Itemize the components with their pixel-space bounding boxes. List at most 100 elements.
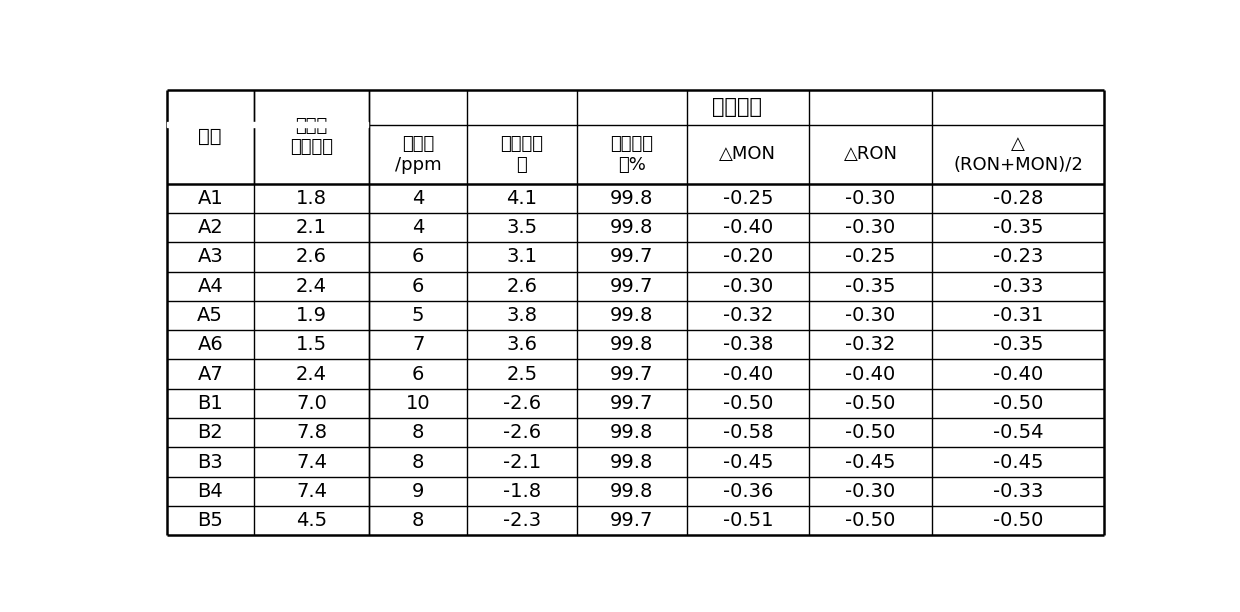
- Text: 2.1: 2.1: [296, 218, 327, 237]
- Text: -0.30: -0.30: [846, 189, 895, 208]
- Text: 99.8: 99.8: [610, 335, 653, 354]
- Text: 3.8: 3.8: [506, 306, 537, 325]
- Text: 99.8: 99.8: [610, 218, 653, 237]
- Text: 6: 6: [412, 277, 424, 296]
- Text: -0.50: -0.50: [846, 394, 895, 413]
- Text: 8: 8: [412, 452, 424, 471]
- Text: 5: 5: [412, 306, 424, 325]
- Text: B5: B5: [197, 511, 223, 530]
- Text: B3: B3: [197, 452, 223, 471]
- Text: -0.32: -0.32: [723, 306, 773, 325]
- Text: -0.30: -0.30: [723, 277, 773, 296]
- Text: 6: 6: [412, 365, 424, 384]
- Text: -0.20: -0.20: [723, 247, 773, 266]
- Bar: [167, 122, 368, 127]
- Text: 7.0: 7.0: [296, 394, 327, 413]
- Text: -0.50: -0.50: [846, 511, 895, 530]
- Text: A7: A7: [197, 365, 223, 384]
- Text: -0.40: -0.40: [846, 365, 895, 384]
- Text: 2.6: 2.6: [506, 277, 537, 296]
- Text: 2.6: 2.6: [296, 247, 327, 266]
- Text: △MON: △MON: [719, 145, 776, 163]
- Text: 99.8: 99.8: [610, 424, 653, 442]
- Text: 氢气量差
値: 氢气量差 値: [501, 135, 543, 174]
- Text: 2.5: 2.5: [506, 365, 538, 384]
- Text: 硫含量
/ppm: 硫含量 /ppm: [394, 135, 441, 174]
- Text: 9: 9: [412, 482, 424, 501]
- Text: 99.8: 99.8: [610, 306, 653, 325]
- Text: 2.4: 2.4: [296, 277, 327, 296]
- Text: 7.8: 7.8: [296, 424, 327, 442]
- Text: -0.31: -0.31: [993, 306, 1043, 325]
- Text: △RON: △RON: [843, 145, 898, 163]
- Text: -2.3: -2.3: [503, 511, 541, 530]
- Text: A5: A5: [197, 306, 223, 325]
- Text: 编号: 编号: [198, 127, 222, 146]
- Text: 产品汽油: 产品汽油: [712, 97, 761, 118]
- Text: -0.50: -0.50: [846, 424, 895, 442]
- Text: 3.5: 3.5: [506, 218, 538, 237]
- Text: B4: B4: [197, 482, 223, 501]
- Text: 99.7: 99.7: [610, 365, 653, 384]
- Text: -1.8: -1.8: [503, 482, 541, 501]
- Text: A6: A6: [197, 335, 223, 354]
- Text: -0.45: -0.45: [723, 452, 774, 471]
- Text: 8: 8: [412, 424, 424, 442]
- Text: -0.50: -0.50: [723, 394, 773, 413]
- Text: -0.35: -0.35: [993, 335, 1043, 354]
- Text: -2.6: -2.6: [503, 394, 541, 413]
- Text: B2: B2: [197, 424, 223, 442]
- Text: 99.7: 99.7: [610, 511, 653, 530]
- Text: 7.4: 7.4: [296, 452, 327, 471]
- Text: 7: 7: [412, 335, 424, 354]
- Text: -0.36: -0.36: [723, 482, 773, 501]
- Text: -0.33: -0.33: [993, 482, 1043, 501]
- Text: -2.6: -2.6: [503, 424, 541, 442]
- Text: 10: 10: [405, 394, 430, 413]
- Text: 收率，重
量%: 收率，重 量%: [610, 135, 653, 174]
- Text: A4: A4: [197, 277, 223, 296]
- Text: 7.4: 7.4: [296, 482, 327, 501]
- Text: -0.30: -0.30: [846, 306, 895, 325]
- Text: -0.51: -0.51: [723, 511, 774, 530]
- Text: -0.28: -0.28: [993, 189, 1043, 208]
- Text: -0.50: -0.50: [993, 394, 1043, 413]
- Text: -0.45: -0.45: [993, 452, 1043, 471]
- Text: △
(RON+MON)/2: △ (RON+MON)/2: [954, 135, 1083, 174]
- Text: 99.8: 99.8: [610, 482, 653, 501]
- Text: -0.33: -0.33: [993, 277, 1043, 296]
- Text: -0.30: -0.30: [846, 482, 895, 501]
- Text: -0.32: -0.32: [846, 335, 895, 354]
- Text: 4: 4: [412, 189, 424, 208]
- Text: -0.58: -0.58: [723, 424, 774, 442]
- Text: 8: 8: [412, 511, 424, 530]
- Text: -0.38: -0.38: [723, 335, 773, 354]
- Text: -0.25: -0.25: [846, 247, 895, 266]
- Text: A3: A3: [197, 247, 223, 266]
- Text: A2: A2: [197, 218, 223, 237]
- Text: 1.5: 1.5: [296, 335, 327, 354]
- Text: -0.35: -0.35: [846, 277, 895, 296]
- Text: 99.7: 99.7: [610, 247, 653, 266]
- Text: -0.45: -0.45: [846, 452, 895, 471]
- Text: -2.1: -2.1: [503, 452, 541, 471]
- Text: 99.8: 99.8: [610, 189, 653, 208]
- Text: -0.23: -0.23: [993, 247, 1043, 266]
- Text: 3.1: 3.1: [506, 247, 537, 266]
- Text: 4.5: 4.5: [296, 511, 327, 530]
- Text: 1.8: 1.8: [296, 189, 327, 208]
- Text: -0.40: -0.40: [993, 365, 1043, 384]
- Text: B1: B1: [197, 394, 223, 413]
- Text: 6: 6: [412, 247, 424, 266]
- Text: 3.6: 3.6: [506, 335, 537, 354]
- Text: -0.35: -0.35: [993, 218, 1043, 237]
- Text: 99.8: 99.8: [610, 452, 653, 471]
- Text: -0.25: -0.25: [723, 189, 774, 208]
- Text: A1: A1: [197, 189, 223, 208]
- Text: -0.40: -0.40: [723, 218, 773, 237]
- Text: 4.1: 4.1: [506, 189, 537, 208]
- Text: 4: 4: [412, 218, 424, 237]
- Text: 催化剂
磨损指数: 催化剂 磨损指数: [290, 118, 334, 156]
- Text: 2.4: 2.4: [296, 365, 327, 384]
- Text: -0.30: -0.30: [846, 218, 895, 237]
